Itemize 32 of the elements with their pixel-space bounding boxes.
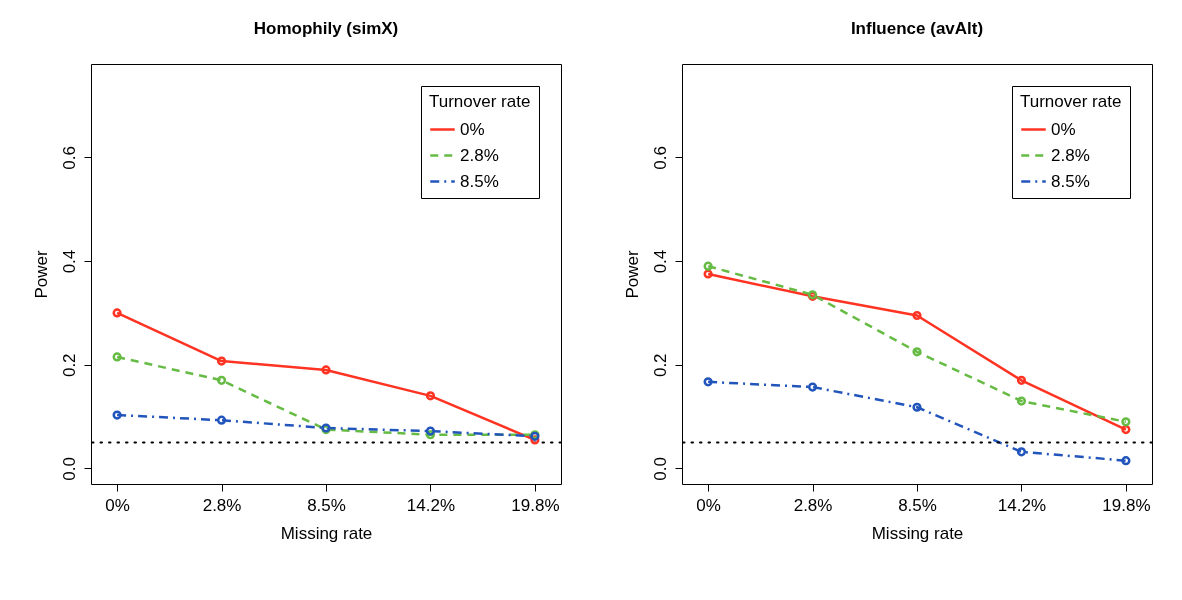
y-tick-label: 0.0 xyxy=(59,457,79,481)
chart-title: Homophily (simX) xyxy=(253,19,399,38)
x-tick-label: 19.8% xyxy=(511,495,560,515)
y-tick-label: 0.4 xyxy=(59,249,79,274)
y-tick-label: 0.2 xyxy=(59,353,79,378)
legend-label: 0% xyxy=(1051,119,1076,139)
x-tick-label: 0% xyxy=(105,495,130,515)
y-tick-label: 0.2 xyxy=(650,353,670,378)
legend-label: 8.5% xyxy=(460,171,499,191)
y-tick-label: 0.0 xyxy=(650,457,670,481)
legend-label: 0% xyxy=(460,119,485,139)
chart-title: Influence (avAlt) xyxy=(850,19,984,38)
x-axis-title: Missing rate xyxy=(871,523,964,543)
y-axis-title: Power xyxy=(31,250,51,299)
y-axis-title: Power xyxy=(622,250,642,299)
x-tick-label: 8.5% xyxy=(307,495,346,515)
x-tick-label: 14.2% xyxy=(406,495,456,515)
x-tick-label: 2.8% xyxy=(793,495,833,515)
legend-label: 8.5% xyxy=(1051,171,1090,191)
legend-label: 2.8% xyxy=(1051,145,1090,165)
x-tick-label: 19.8% xyxy=(1102,495,1151,515)
y-tick-label: 0.6 xyxy=(650,146,670,170)
legend-title: Turnover rate xyxy=(1020,92,1122,111)
legend-label: 2.8% xyxy=(460,145,499,165)
y-tick-label: 0.4 xyxy=(650,249,670,274)
x-tick-label: 2.8% xyxy=(202,495,242,515)
x-tick-label: 0% xyxy=(696,495,721,515)
y-tick-label: 0.6 xyxy=(59,146,79,170)
legend-title: Turnover rate xyxy=(429,92,531,111)
x-tick-label: 14.2% xyxy=(997,495,1047,515)
x-tick-label: 8.5% xyxy=(898,495,937,515)
x-axis-title: Missing rate xyxy=(280,523,373,543)
